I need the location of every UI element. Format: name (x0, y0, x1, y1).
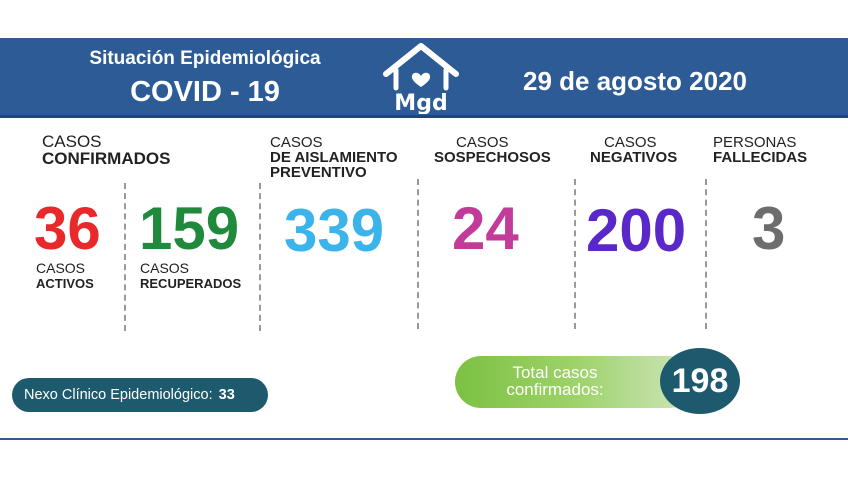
recuperados-label-top: CASOS (140, 260, 190, 276)
house-logo-icon: Mgd (383, 43, 459, 114)
aislamiento-label-bold1: DE AISLAMIENTO (270, 149, 398, 166)
aislamiento-value: 339 (284, 197, 385, 264)
activos-label: CASOS ACTIVOS (36, 260, 94, 292)
nexo-value: 33 (218, 387, 235, 403)
divider-4 (574, 179, 576, 329)
recuperados-value: 159 (139, 195, 240, 262)
negativos-value: 200 (586, 197, 687, 264)
aislamiento-label-bold2: PREVENTIVO (270, 164, 367, 181)
sospechosos-label: CASOS SOSPECHOSOS (434, 135, 551, 165)
total-label-line1: Total casos (512, 363, 598, 382)
total-value: 198 (660, 348, 740, 414)
sospechosos-label-top: CASOS (456, 134, 509, 151)
confirmados-label-bold: CONFIRMADOS (42, 149, 171, 168)
total-label-line2: confirmados: (506, 380, 604, 399)
logo-text: Mgd (394, 91, 447, 114)
aislamiento-label: CASOS DE AISLAMIENTO PREVENTIVO (270, 135, 398, 180)
nexo-label: Nexo Clínico Epidemiológico: (24, 387, 213, 403)
divider-5 (705, 179, 707, 329)
bottom-rule (0, 438, 848, 440)
recuperados-label: CASOS RECUPERADOS (140, 260, 242, 292)
header-title-line1: Situación Epidemiológica (89, 48, 321, 69)
fallecidas-label-bold: FALLECIDAS (713, 149, 808, 166)
fallecidas-value: 3 (752, 195, 786, 262)
nexo-badge: Nexo Clínico Epidemiológico: 33 (12, 378, 268, 412)
sospechosos-label-bold: SOSPECHOSOS (434, 149, 551, 166)
report-date: 29 de agosto 2020 (523, 66, 747, 96)
negativos-label-bold: NEGATIVOS (590, 149, 678, 166)
sospechosos-value: 24 (452, 195, 519, 262)
recuperados-label-bold: RECUPERADOS (140, 276, 242, 291)
stats-panel: CASOS CONFIRMADOS 36 CASOS ACTIVOS 159 C… (0, 121, 848, 351)
divider-1 (124, 183, 126, 331)
aislamiento-label-top: CASOS (270, 134, 323, 151)
confirmados-label: CASOS CONFIRMADOS (42, 133, 170, 167)
negativos-label: CASOS NEGATIVOS (590, 135, 677, 165)
fallecidas-label: PERSONAS FALLECIDAS (713, 135, 807, 165)
activos-label-bold: ACTIVOS (36, 276, 94, 291)
activos-value: 36 (34, 195, 101, 262)
fallecidas-label-top: PERSONAS (713, 134, 797, 151)
divider-3 (417, 179, 419, 329)
divider-2 (259, 183, 261, 331)
activos-label-top: CASOS (36, 260, 86, 276)
confirmados-label-top: CASOS (42, 132, 102, 151)
total-pill: Total casos confirmados: (455, 356, 695, 408)
header-title-line2: COVID - 19 (130, 76, 280, 108)
negativos-label-top: CASOS (604, 134, 657, 151)
header-banner: Situación Epidemiológica COVID - 19 Mgd … (0, 38, 848, 118)
total-label: Total casos confirmados: (455, 364, 655, 398)
